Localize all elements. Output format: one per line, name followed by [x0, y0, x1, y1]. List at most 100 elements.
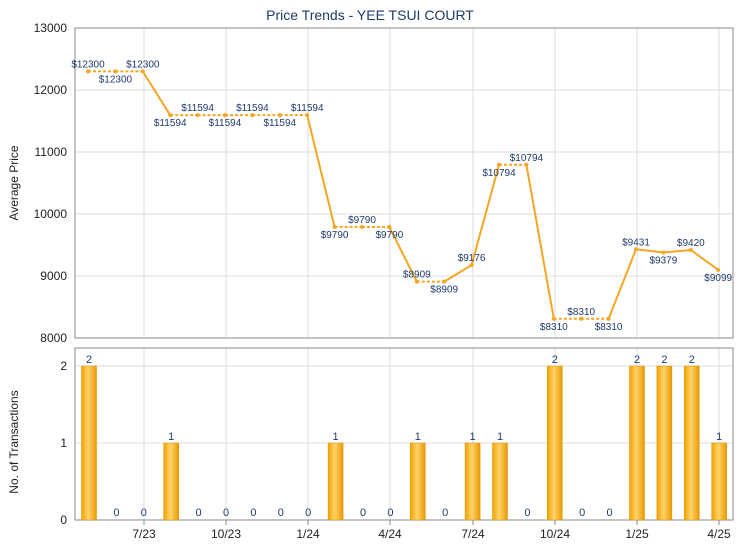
- line-y-ticks: 8000 9000 10000 11000 12000 13000: [34, 21, 68, 345]
- transaction-bar: [81, 365, 97, 521]
- x-tick-label: 7/23: [132, 527, 156, 541]
- price-point: [223, 113, 227, 118]
- price-data-label: $9790: [321, 230, 349, 241]
- price-data-label: $9790: [375, 230, 403, 241]
- price-data-label: $11594: [263, 118, 296, 129]
- line-grid: [75, 27, 733, 339]
- price-point: [716, 267, 721, 272]
- chart-title: Price Trends - YEE TSUI COURT: [266, 7, 474, 23]
- bar-y-axis-label: No. of Transactions: [7, 390, 21, 493]
- price-line-segment: [388, 226, 418, 283]
- transaction-data-label: 0: [196, 507, 202, 519]
- price-point: [442, 279, 447, 284]
- price-point: [579, 316, 584, 321]
- price-data-label: $8310: [595, 322, 623, 333]
- price-data-label: $12300: [71, 59, 105, 70]
- transaction-data-label: 0: [524, 507, 530, 519]
- x-tick-label: 7/24: [461, 527, 485, 541]
- price-data-label: $11594: [209, 118, 242, 129]
- price-line-segment: [690, 249, 719, 271]
- price-point: [414, 279, 419, 284]
- price-data-label: $12300: [99, 74, 133, 85]
- transaction-bar: [464, 442, 481, 521]
- price-line-segment: [525, 164, 555, 319]
- price-line-segment: [470, 164, 500, 266]
- price-series: [86, 69, 721, 321]
- transaction-bar: [492, 442, 508, 521]
- price-data-label: $10794: [510, 153, 544, 164]
- transaction-data-label: 0: [141, 507, 147, 519]
- line-y-tick-label: 13000: [34, 21, 68, 35]
- transaction-data-label: 1: [716, 431, 722, 443]
- line-y-tick-label: 8000: [40, 331, 67, 345]
- price-point: [86, 69, 90, 74]
- transaction-bars: [81, 365, 727, 521]
- price-point: [634, 247, 638, 252]
- price-data-label: $8310: [540, 322, 568, 333]
- price-line-segment: [635, 248, 664, 254]
- x-tick-label: 1/24: [296, 527, 320, 541]
- bar-y-tick-label: 2: [60, 359, 67, 373]
- line-plot-frame: [74, 27, 734, 339]
- transaction-bar: [656, 365, 673, 521]
- transaction-data-label: 0: [360, 507, 366, 519]
- price-data-labels: $12300 $12300 $12300 $11594 $11594 $11594 $115…: [71, 59, 732, 332]
- line-y-tick-label: 9000: [40, 269, 67, 283]
- bar-plot-frame: [74, 347, 734, 521]
- transaction-data-label: 2: [689, 354, 695, 366]
- transaction-data-label: 2: [86, 354, 92, 366]
- transaction-bar: [327, 442, 344, 521]
- price-point: [387, 225, 392, 230]
- price-point: [195, 113, 200, 118]
- price-data-label: $8909: [403, 270, 431, 281]
- transaction-data-label: 0: [305, 507, 311, 519]
- transaction-bar: [410, 442, 426, 521]
- line-y-tick-label: 10000: [34, 207, 68, 221]
- x-tick-label: 4/25: [707, 527, 731, 541]
- transaction-data-label: 2: [634, 354, 640, 366]
- price-point: [332, 225, 337, 230]
- transaction-bar: [711, 442, 727, 521]
- transaction-data-labels: 2 0 0 1 0 0 0 0 0 1 0 0 1 0 1 1 0 2 0 0 2 2 2 1: [86, 354, 722, 519]
- line-y-tick-label: 11000: [35, 145, 68, 159]
- line-y-axis-label: Average Price: [7, 145, 21, 220]
- transaction-bar: [684, 365, 700, 521]
- price-data-label: $11594: [236, 103, 269, 114]
- price-point: [277, 113, 282, 118]
- price-line-panel: 8000 9000 10000 11000 12000 13000 Average Pri…: [7, 21, 734, 345]
- line-y-tick-label: 12000: [34, 83, 68, 97]
- price-point: [661, 250, 666, 255]
- price-data-label: $11594: [154, 118, 187, 129]
- transaction-data-label: 0: [579, 507, 585, 519]
- transaction-data-label: 0: [278, 507, 284, 519]
- price-point: [140, 69, 145, 74]
- price-data-label: $9099: [704, 273, 732, 284]
- transactions-bar-panel: 0 1 2 No. of Transactions 2 0 0 1 0 0 0 0 0 1 0 0 1 0 1 1…: [7, 347, 734, 541]
- price-line-segment: [443, 264, 473, 283]
- price-point: [524, 162, 529, 167]
- price-line-segment: [306, 114, 336, 228]
- price-point: [360, 225, 364, 230]
- price-data-label: $11594: [291, 103, 324, 114]
- transaction-bar: [547, 365, 563, 521]
- bar-y-tick-label: 1: [60, 436, 67, 450]
- price-data-label: $9790: [348, 215, 376, 226]
- transaction-data-label: 0: [607, 507, 613, 519]
- x-tick-label: 10/23: [211, 527, 241, 541]
- price-data-label: $8310: [567, 307, 595, 318]
- price-data-label: $10794: [482, 168, 516, 179]
- price-point: [113, 69, 118, 74]
- x-ticks: 7/23 10/23 1/24 4/24 7/24 10/24 1/25 4/25: [132, 520, 731, 541]
- price-data-label: $9431: [622, 237, 650, 248]
- transaction-data-label: 0: [387, 507, 393, 519]
- price-point: [688, 247, 693, 252]
- price-data-label: $8909: [430, 285, 458, 296]
- price-point: [250, 113, 255, 118]
- price-point: [497, 162, 501, 167]
- transaction-data-label: 2: [661, 354, 667, 366]
- price-point: [551, 316, 556, 321]
- price-point: [305, 113, 310, 118]
- price-line-segment: [663, 248, 691, 254]
- price-line-segment: [607, 248, 637, 320]
